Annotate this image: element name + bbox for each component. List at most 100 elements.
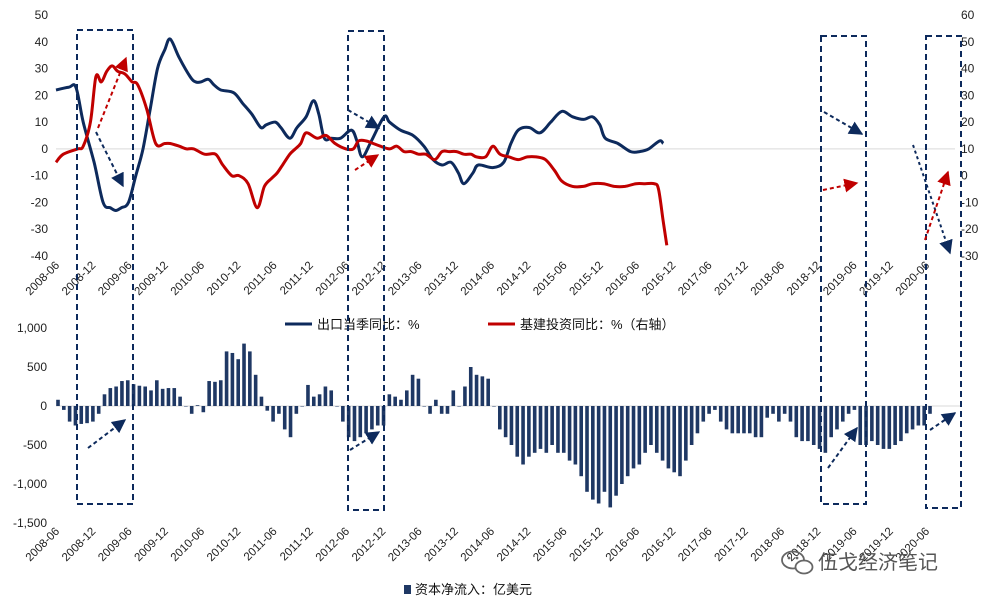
- capital-flow-bar: [602, 406, 607, 492]
- capital-flow-bar: [166, 388, 171, 406]
- arrow-blue-down-2008: [95, 131, 124, 188]
- capital-flow-bar: [532, 406, 537, 453]
- capital-flow-bar: [579, 406, 583, 477]
- right-y-tick-label: -10: [961, 195, 979, 209]
- capital-flow-bar: [108, 388, 113, 406]
- capital-flow-bar: [521, 406, 525, 465]
- capital-flow-bar: [660, 406, 665, 461]
- capital-flow-bar: [329, 390, 334, 406]
- watermark-text: 伍戈经济笔记: [818, 551, 938, 574]
- capital-flow-bar: [102, 394, 107, 406]
- capital-flow-bar: [248, 351, 252, 406]
- left-y-tick-label: -10: [31, 169, 49, 183]
- bottom-x-tick-label: 2013-12: [423, 526, 461, 564]
- capital-flow-bar: [62, 406, 66, 410]
- bar-y-tick-label: 0: [40, 399, 47, 413]
- capital-flow-bar: [556, 406, 560, 453]
- capital-flow-bar: [794, 406, 799, 438]
- bottom-x-tick-label: 2015-12: [568, 526, 606, 564]
- capital-flow-bar: [643, 406, 647, 453]
- capital-flow-bar: [399, 399, 403, 406]
- capital-flow-bar: [631, 406, 636, 469]
- capital-flow-bar: [928, 406, 932, 414]
- capital-flow-bar: [922, 406, 926, 426]
- top-x-tick-label: 2018-12: [785, 260, 823, 298]
- bottom-x-tick-label: 2010-12: [205, 526, 243, 564]
- left-y-tick-label: 30: [35, 62, 49, 76]
- capital-flow-bar: [149, 390, 153, 406]
- capital-flow-bar: [410, 374, 415, 406]
- bottom-legend: 资本净流入：亿美元: [404, 582, 532, 597]
- capital-flow-bar: [213, 381, 217, 406]
- annotations: [76, 29, 962, 511]
- capital-flow-bar: [155, 380, 159, 406]
- capital-flow-bar: [718, 406, 723, 422]
- capital-flow-bar: [736, 406, 740, 434]
- capital-flow-bar: [79, 406, 84, 424]
- right-y-tick-label: 30: [961, 88, 975, 102]
- arrow-bar-2020: [929, 412, 957, 431]
- left-y-tick-label: -20: [31, 195, 49, 209]
- capital-flow-bar: [846, 406, 851, 414]
- highlight-box-2019: [820, 35, 867, 505]
- capital-flow-bar: [375, 406, 380, 426]
- capital-flow-bar: [463, 386, 467, 406]
- arrow-bar-2008: [87, 419, 127, 449]
- capital-flow-bar: [730, 406, 735, 434]
- highlight-box-2008: [76, 29, 134, 505]
- capital-flow-bar: [67, 406, 72, 422]
- capital-flow-bar: [567, 406, 572, 461]
- capital-flow-bar: [713, 406, 717, 410]
- capital-flow-bar: [358, 406, 363, 438]
- capital-flow-bar: [887, 406, 892, 449]
- capital-flow-bar: [364, 406, 368, 434]
- right-y-tick-label: 10: [961, 142, 975, 156]
- capital-flow-bar: [742, 406, 746, 434]
- top-x-tick-label: 2016-06: [604, 260, 642, 298]
- line-series-group: [54, 37, 669, 246]
- capital-flow-bar: [492, 406, 496, 407]
- capital-flow-bar: [253, 374, 258, 406]
- capital-flow-bar: [498, 406, 502, 430]
- capital-flow-bar: [160, 388, 165, 406]
- capital-flow-bar: [585, 406, 589, 492]
- capital-flow-bar: [242, 343, 246, 406]
- highlight-box-2012: [347, 30, 385, 511]
- capital-flow-bar: [370, 406, 374, 430]
- bottom-x-tick-label: 2012-12: [350, 526, 388, 564]
- capital-flow-bar: [666, 406, 671, 469]
- capital-flow-bar: [184, 406, 188, 407]
- capital-flow-bar: [422, 406, 427, 407]
- capital-flow-bar: [544, 406, 549, 453]
- top-x-tick-label: 2017-06: [676, 260, 714, 298]
- arrow-red-up-2008: [97, 56, 128, 129]
- capital-flow-bar: [724, 406, 729, 430]
- capital-flow-bar: [806, 406, 810, 442]
- capital-flow-bar: [306, 384, 310, 406]
- capital-flow-bar: [317, 394, 322, 406]
- left-y-tick-label: -30: [31, 222, 49, 236]
- arrow-bar-2019: [827, 426, 858, 469]
- top-x-tick-label: 2017-12: [713, 260, 751, 298]
- capital-flow-bar: [614, 406, 618, 496]
- right-y-tick-label: 50: [961, 35, 975, 49]
- legend-export: 出口当季同比：%: [317, 317, 420, 332]
- capital-flow-bar: [405, 390, 409, 406]
- capital-flow-bar: [596, 406, 601, 504]
- top-x-tick-label: 2009-06: [96, 260, 134, 298]
- capital-flow-bar: [416, 378, 421, 406]
- capital-flow-bar: [300, 406, 304, 407]
- top-x-tick-label: 2012-12: [350, 260, 388, 298]
- capital-flow-bar: [480, 376, 485, 406]
- capital-flow-bar: [777, 406, 781, 422]
- capital-flow-bar: [125, 380, 130, 406]
- capital-flow-bar: [765, 406, 770, 418]
- capital-flow-bar: [346, 406, 351, 438]
- bar-y-tick-label: 1,000: [17, 321, 47, 335]
- bar-y-tick-label: 500: [27, 360, 47, 374]
- capital-flow-bar: [753, 406, 758, 438]
- right-y-tick-label: 40: [961, 62, 975, 76]
- bottom-x-tick-label: 2014-12: [495, 526, 533, 564]
- bar-series: [56, 343, 932, 508]
- capital-flow-bar: [649, 406, 653, 445]
